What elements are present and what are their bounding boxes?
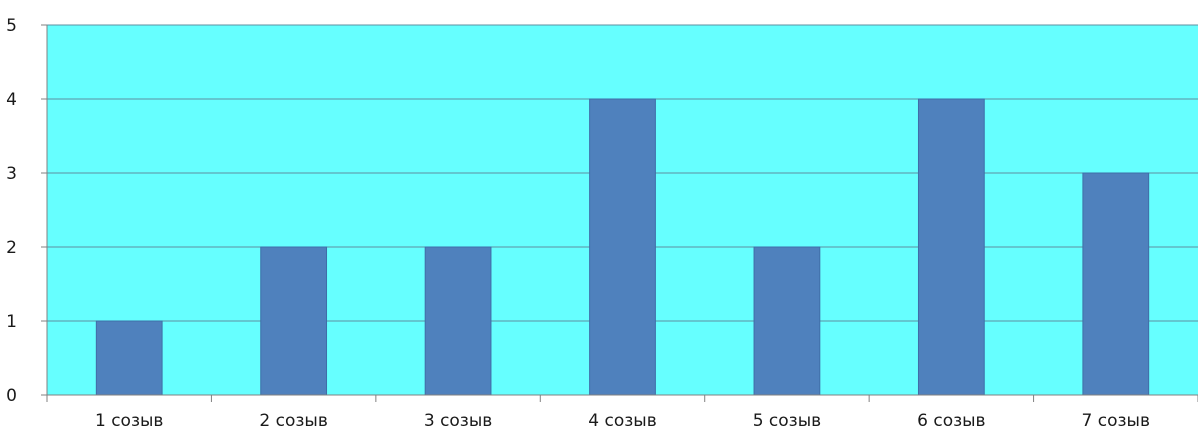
bar [589, 98, 656, 396]
bar [95, 320, 163, 396]
x-tick-label: 6 созыв [917, 411, 985, 431]
bar [424, 246, 492, 396]
bar [753, 246, 821, 396]
x-tick-label: 2 созыв [259, 411, 327, 431]
bar [260, 246, 328, 396]
y-tick-label: 2 [6, 238, 17, 258]
y-tick-label: 3 [6, 164, 17, 184]
y-tick-labels: 0 1 2 3 4 5 [6, 16, 17, 406]
y-tick-label: 0 [6, 386, 17, 406]
x-tick-label: 3 созыв [424, 411, 492, 431]
x-tick-label: 4 созыв [588, 411, 656, 431]
y-tick-label: 4 [6, 90, 17, 110]
y-tick-label: 1 [6, 312, 17, 332]
y-tick-label: 5 [6, 16, 17, 36]
bar [917, 98, 985, 396]
axes [41, 24, 1198, 402]
x-tick-label: 5 созыв [753, 411, 821, 431]
x-tick-label: 1 созыв [95, 411, 163, 431]
bars [95, 98, 1150, 396]
x-tick-labels: 1 созыв 2 созыв 3 созыв 4 созыв 5 созыв 6 соз… [95, 411, 1150, 431]
x-tick-label: 7 созыв [1082, 411, 1150, 431]
bar [1082, 172, 1150, 396]
